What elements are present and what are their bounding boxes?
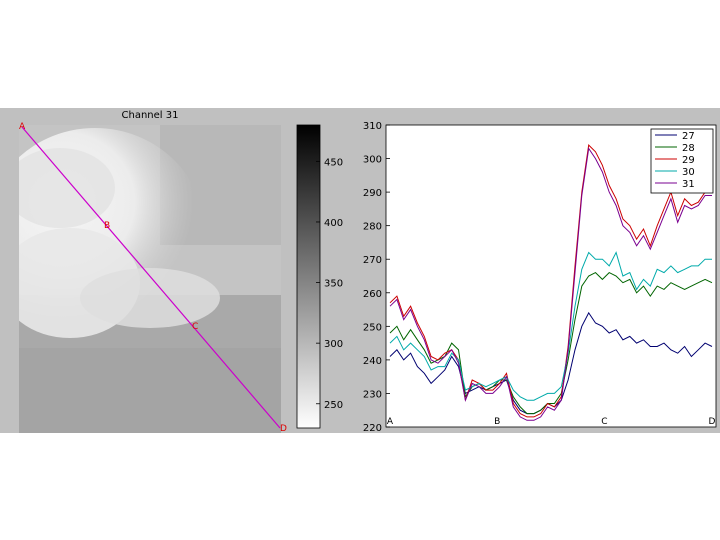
y-tick-label: 250 (363, 322, 382, 333)
legend-box (650, 128, 714, 194)
legend-label: 31 (682, 179, 695, 190)
colorbar-tick-label: 300 (324, 339, 343, 350)
satellite-image (19, 125, 281, 433)
y-tick-label: 260 (363, 289, 382, 300)
colorbar-tick-label: 400 (324, 218, 343, 229)
point-label-b: B (104, 221, 110, 231)
point-label-c: C (192, 322, 198, 332)
colorbar-tick-label: 250 (324, 400, 343, 411)
legend-label: 27 (682, 131, 695, 142)
y-tick-label: 230 (363, 389, 382, 400)
x-axis-ticks: A B C D (387, 417, 716, 427)
colorbar-ticks: 250 300 350 400 450 (316, 157, 343, 411)
y-tick-label: 220 (363, 423, 382, 433)
series-line-29 (389, 144, 712, 418)
y-axis-ticks: 220 230 240 250 260 270 280 290 300 310 (363, 121, 390, 434)
series-lines (389, 144, 713, 421)
figure-canvas: Channel 31 A B C D 250 300 350 400 450 220 23… (19, 110, 717, 434)
point-label-d: D (280, 424, 287, 433)
series-line-31 (389, 147, 712, 421)
y-tick-label: 290 (363, 188, 382, 199)
colorbar-tick-label: 350 (324, 279, 343, 290)
y-tick-label: 270 (363, 255, 382, 266)
x-tick-label: B (494, 417, 500, 427)
x-tick-label: C (601, 417, 607, 427)
colorbar-tick-label: 450 (324, 157, 343, 168)
y-tick-label: 280 (363, 222, 382, 233)
colorbar (296, 124, 321, 429)
x-tick-label: A (387, 417, 394, 427)
figure-panel: Channel 31 A B C D 250 300 350 400 450 220 23… (0, 108, 720, 434)
y-tick-label: 240 (363, 356, 382, 367)
legend-label: 29 (682, 155, 695, 166)
legend-label: 28 (682, 143, 695, 154)
legend-label: 30 (682, 167, 695, 178)
y-tick-label: 300 (363, 155, 382, 166)
image-title: Channel 31 (122, 110, 179, 121)
point-label-a: A (19, 122, 26, 132)
series-line-30 (389, 251, 712, 401)
x-tick-label: D (709, 417, 716, 427)
transect-line (21, 126, 281, 429)
y-tick-label: 310 (363, 121, 382, 132)
